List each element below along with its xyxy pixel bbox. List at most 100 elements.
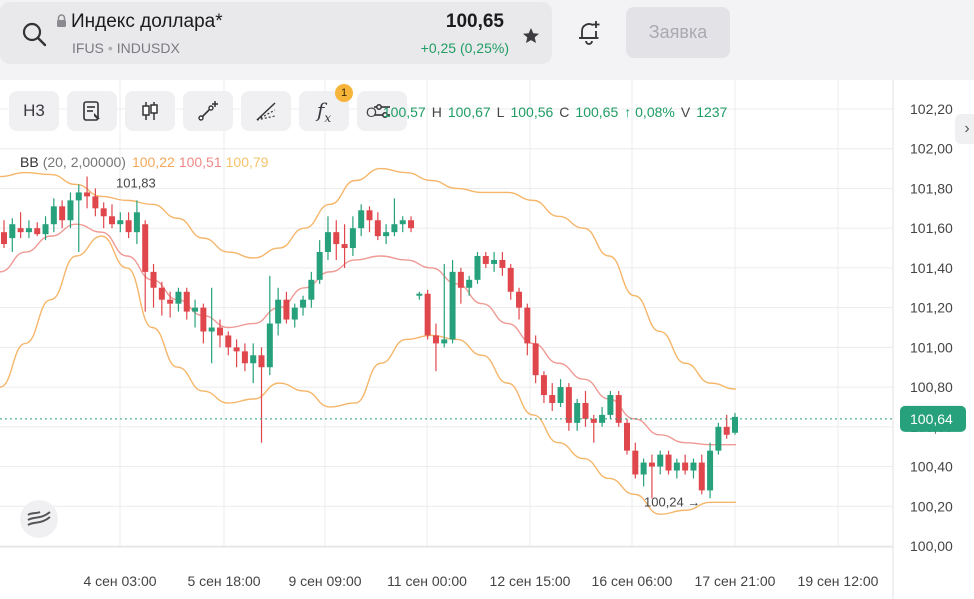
price-chart[interactable]: 102,20 102,00 101,80 101,60 101,40 101,20 101,…	[0, 80, 974, 599]
candle-body	[607, 395, 614, 415]
bb-middle-line	[0, 223, 736, 446]
y-tick-label: 101,60	[910, 220, 953, 236]
bb-lower-value: 100,22	[131, 154, 175, 170]
candle-body	[424, 293, 431, 336]
candle-body	[391, 224, 398, 233]
drawing-tools-button[interactable]	[183, 91, 233, 131]
candle-body	[75, 192, 82, 201]
bb-upper-value: 100,79	[225, 154, 269, 170]
ohlc-high-label: H	[431, 104, 442, 120]
candle-body	[457, 271, 464, 288]
chart-toolbar: Н3	[9, 84, 407, 133]
candle-body	[474, 255, 481, 280]
y-tick-label: 102,20	[910, 101, 953, 117]
candle-body	[624, 422, 631, 451]
star-icon[interactable]	[521, 26, 541, 46]
candle-body	[341, 244, 348, 249]
y-tick-label: 102,00	[910, 141, 953, 157]
candle-body	[108, 216, 115, 225]
candle-body	[449, 271, 456, 340]
candle-body	[175, 291, 182, 304]
indicator-name: BB	[20, 154, 39, 170]
trendline-add-icon	[198, 101, 218, 121]
collapse-panel-icon[interactable]: ›	[955, 114, 974, 144]
fibonacci-tool-button[interactable]	[241, 91, 291, 131]
price-annotation: 100,24 →	[644, 494, 700, 509]
ohlc-high: 100,67	[447, 104, 491, 120]
candle-body	[17, 228, 24, 233]
candle-body	[50, 206, 57, 225]
candle-body	[707, 450, 714, 491]
candle-body	[682, 462, 689, 471]
candle-body	[516, 291, 523, 308]
bb-middle-value: 100,51	[178, 154, 222, 170]
chart-settings-button[interactable]	[357, 91, 407, 131]
candle-body	[25, 228, 32, 233]
instrument-selector[interactable]: Индекс доллара* IFUS • INDUSDX 100,65 +0,2…	[0, 2, 552, 64]
chart-area[interactable]: 102,20 102,00 101,80 101,60 101,40 101,20 101,…	[0, 80, 974, 599]
candle-body	[441, 339, 448, 344]
x-tick-label: 5 сен 18:00	[187, 573, 260, 589]
candle-body	[632, 450, 639, 475]
chart-type-button[interactable]	[125, 91, 175, 131]
candle-body	[233, 347, 240, 352]
candle-body	[549, 395, 556, 403]
timeframe-button[interactable]: Н3	[9, 91, 59, 131]
candle-body	[582, 402, 589, 419]
candle-body	[366, 210, 373, 221]
broker-logo-button[interactable]	[20, 500, 58, 538]
candle-body	[408, 220, 415, 229]
candle-body	[266, 323, 273, 368]
candle-body	[648, 462, 655, 467]
candle-body	[416, 293, 423, 296]
candle-body	[216, 327, 223, 336]
candle-body	[275, 299, 282, 324]
candle-body	[84, 192, 91, 197]
x-tick-label: 12 сен 15:00	[490, 573, 571, 589]
candle-body	[466, 279, 473, 288]
chart-notes-button[interactable]	[67, 91, 117, 131]
instrument-price: 100,65	[445, 11, 504, 32]
candle-body	[383, 232, 390, 237]
candle-body	[333, 232, 340, 245]
ohlc-low-label: L	[496, 104, 505, 120]
candlestick-icon	[142, 102, 158, 120]
current-price-label: 100,64	[910, 411, 953, 427]
bollinger-legend[interactable]: BB (20, 2,00000) 100,22 100,51 100,79	[20, 154, 268, 170]
candle-body	[225, 335, 232, 348]
candle-body	[599, 414, 606, 423]
search-icon[interactable]	[20, 20, 48, 48]
candle-body	[673, 462, 680, 471]
bb-lower-line	[0, 235, 736, 515]
bell-plus-icon[interactable]	[575, 18, 603, 46]
candle-body	[117, 220, 124, 225]
y-tick-label: 101,80	[910, 180, 953, 196]
candle-body	[723, 426, 730, 435]
candle-body	[499, 259, 506, 268]
candle-body	[34, 228, 41, 235]
candle-body	[657, 454, 664, 467]
separator-dot: •	[107, 40, 113, 56]
y-tick-label: 100,40	[910, 459, 953, 475]
price-annotation: 101,83	[116, 175, 156, 190]
ohlc-change: ↑ 0,08%	[624, 104, 675, 120]
candle-body	[640, 462, 647, 475]
candle-body	[590, 418, 597, 423]
candle-body	[715, 426, 722, 451]
x-tick-label: 19 сен 12:00	[798, 573, 879, 589]
candle-body	[565, 387, 572, 423]
order-button[interactable]: Заявка	[626, 7, 730, 58]
x-tick-label: 11 сен 00:00	[387, 573, 467, 589]
candle-body	[291, 307, 298, 320]
candle-body	[133, 212, 140, 233]
current-price-tag	[900, 405, 966, 432]
indicators-button[interactable]: fx 1	[299, 84, 353, 131]
x-tick-label: 4 сен 03:00	[83, 573, 156, 589]
candle-body	[507, 267, 514, 292]
candle-body	[432, 335, 439, 344]
candle-body	[665, 454, 672, 471]
candle-body	[92, 196, 99, 209]
candle-body	[100, 208, 107, 217]
waves-logo-icon	[27, 511, 51, 526]
function-icon: fx	[316, 97, 332, 125]
